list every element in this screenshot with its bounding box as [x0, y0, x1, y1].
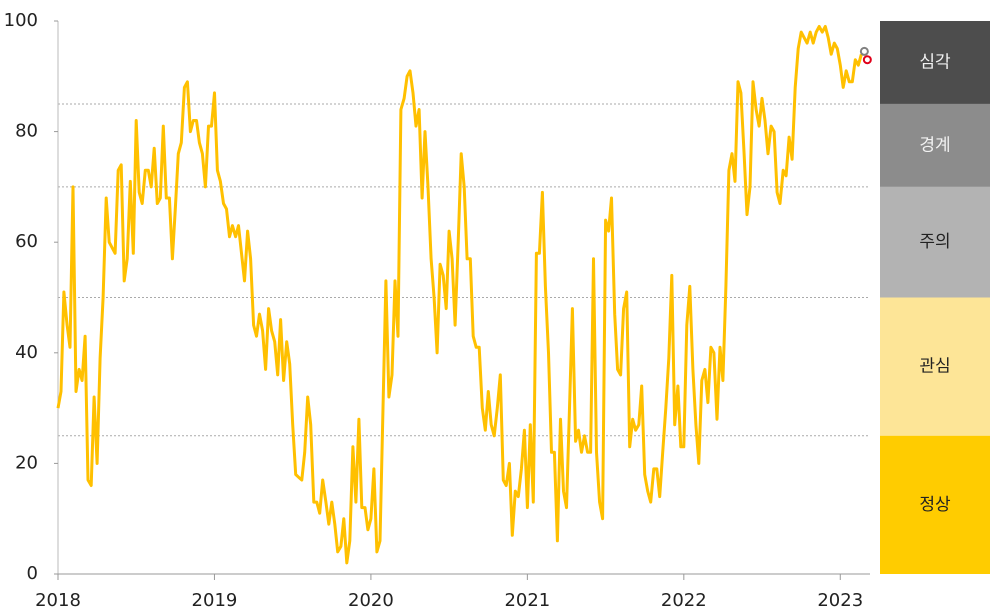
y-tick-label: 40: [15, 342, 38, 363]
band: [880, 21, 990, 104]
x-tick-label: 2023: [817, 590, 863, 611]
x-tick-label: 2020: [348, 590, 394, 611]
x-tick-label: 2021: [504, 590, 550, 611]
y-tick-label: 60: [15, 231, 38, 252]
band-label: 정상: [919, 495, 951, 515]
x-tick-label: 2018: [35, 590, 81, 611]
band-label: 관심: [919, 357, 950, 377]
band: [880, 297, 990, 436]
y-tick-label: 80: [15, 121, 38, 142]
highlight-point: [862, 55, 872, 65]
band: [880, 103, 990, 187]
y-tick-label: 20: [15, 452, 38, 473]
y-tick-label: 100: [4, 10, 38, 31]
x-tick-label: 2019: [192, 590, 238, 611]
band-label: 주의: [919, 232, 950, 252]
x-tick-label: 2022: [661, 590, 707, 611]
band-label: 경계: [919, 135, 950, 155]
highlight-point: [859, 46, 869, 56]
band: [880, 186, 990, 298]
line-series: [56, 25, 863, 565]
band-label: 심각: [919, 52, 951, 72]
y-tick-label: 0: [27, 563, 38, 584]
band: [880, 435, 990, 574]
